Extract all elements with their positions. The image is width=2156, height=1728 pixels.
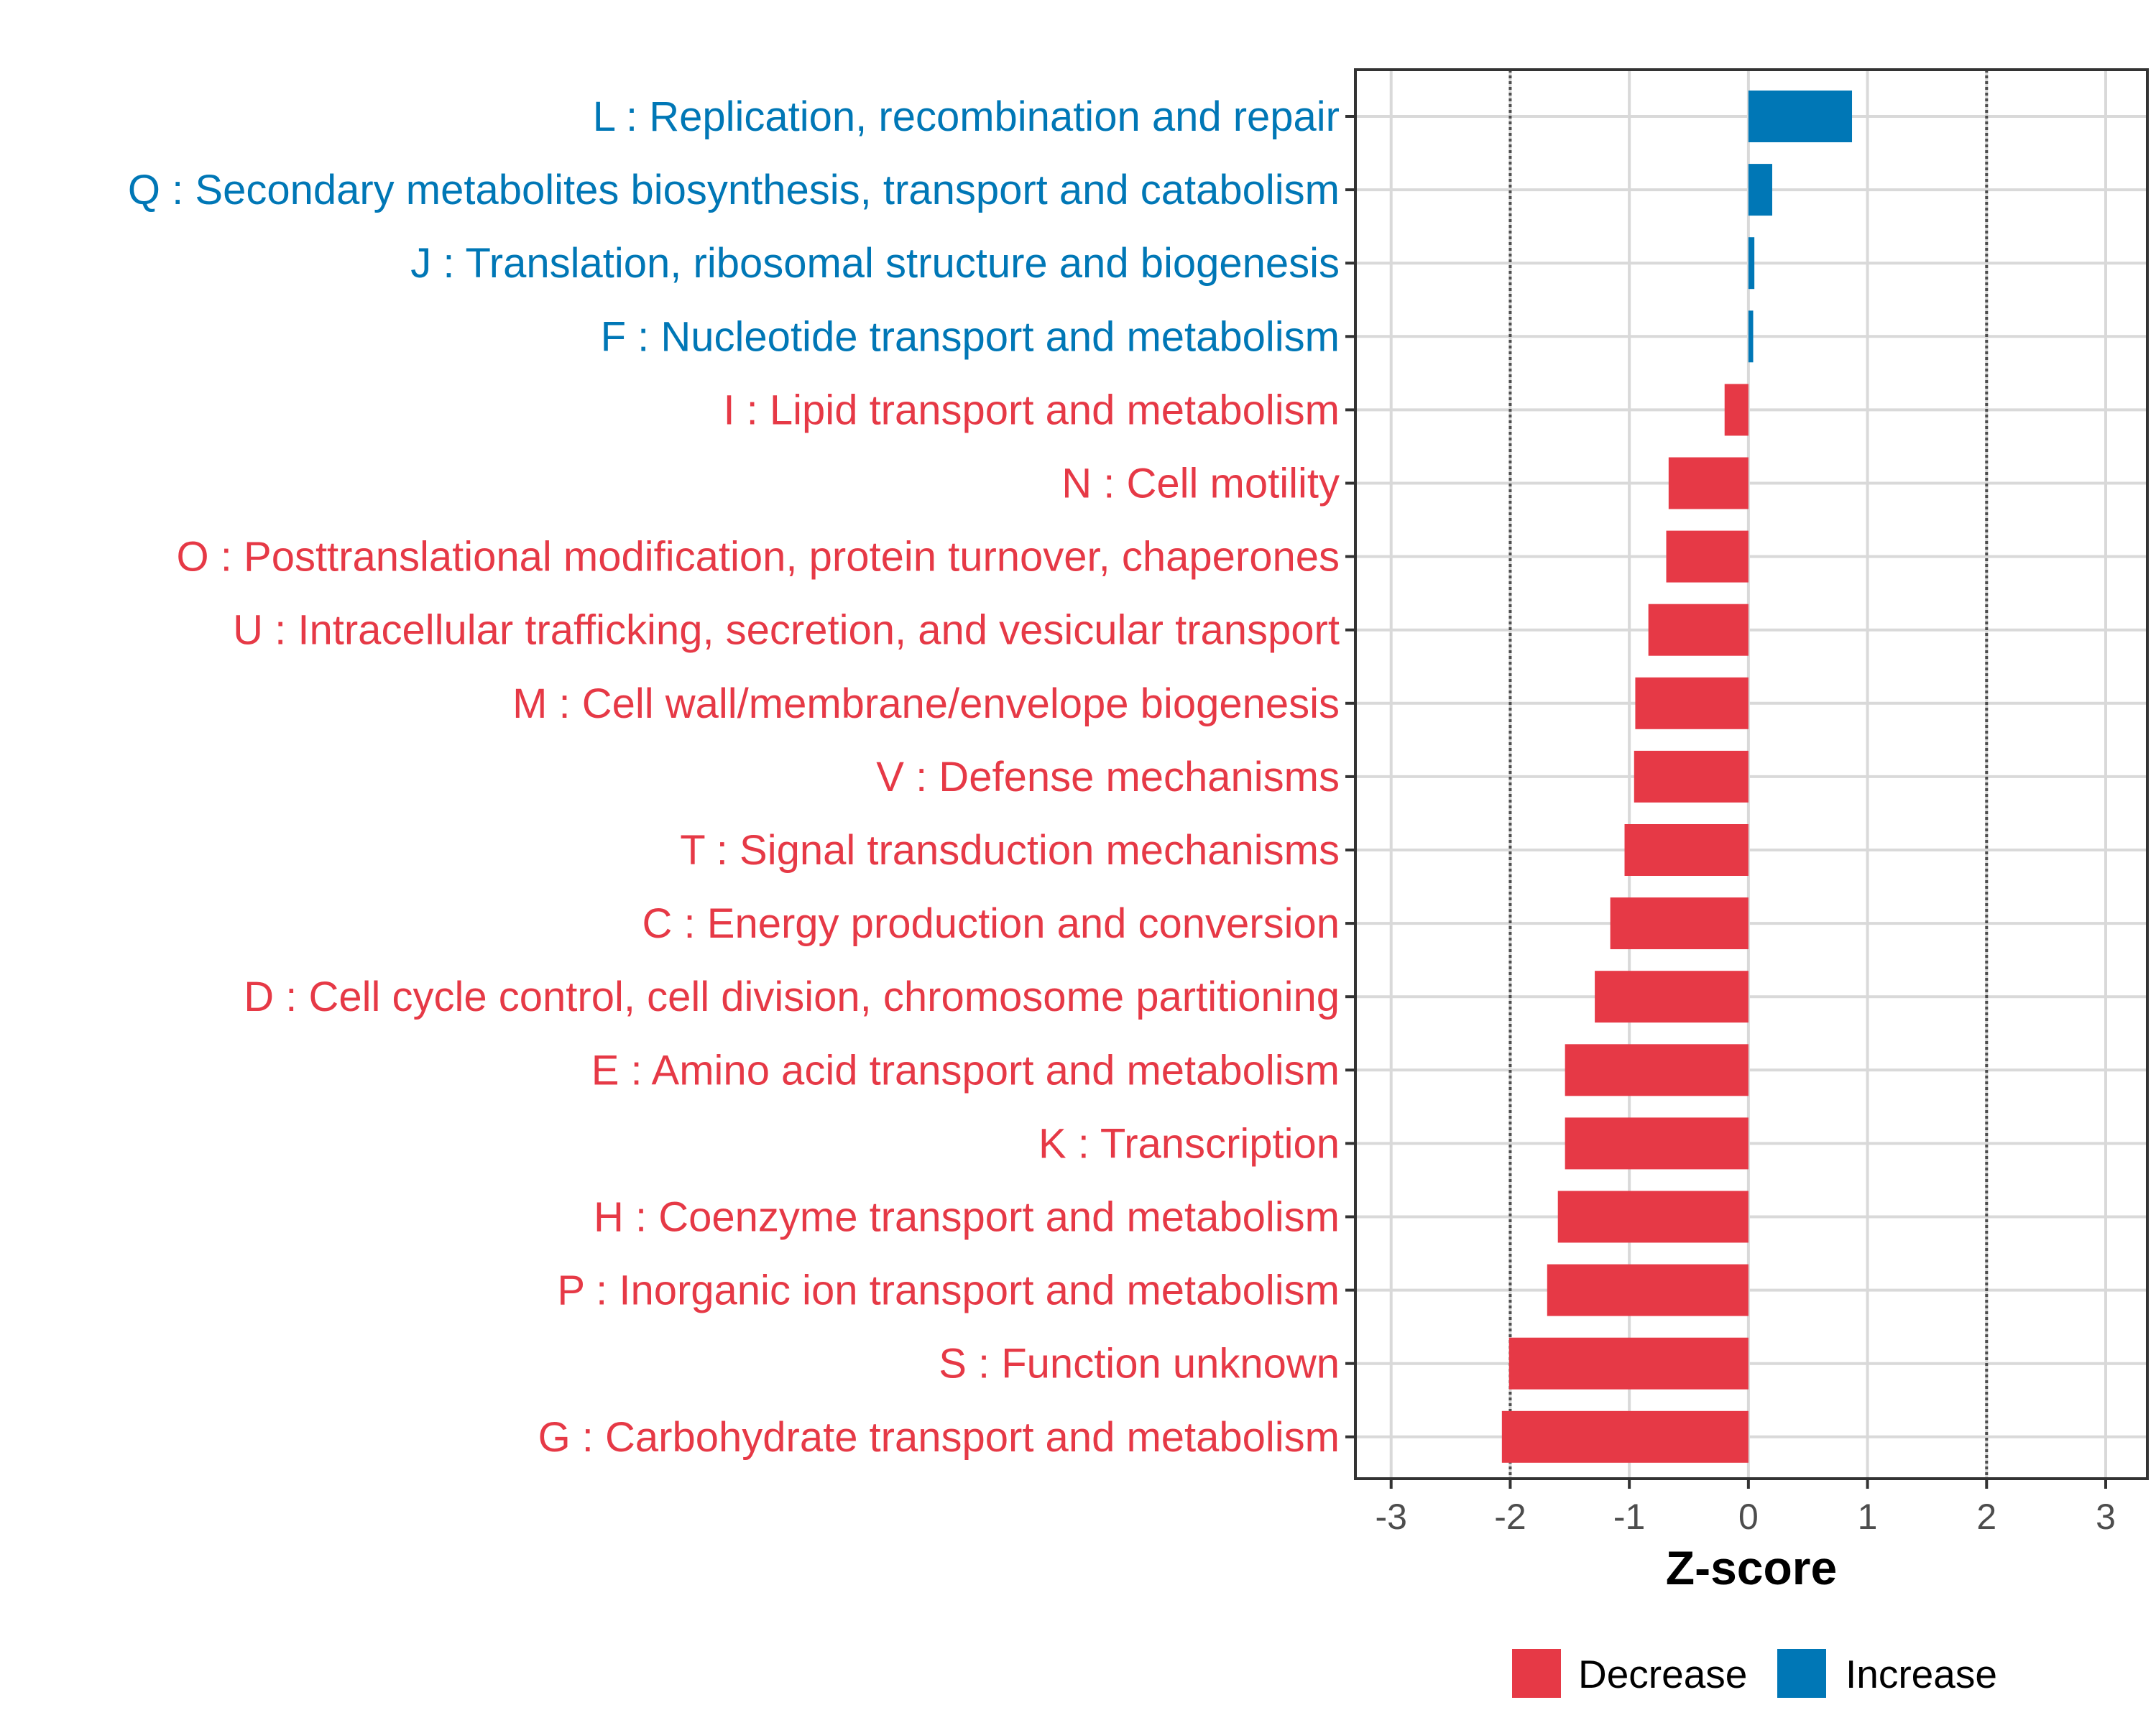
category-label: K : Transcription: [1038, 1120, 1340, 1167]
x-tick-label: 1: [1858, 1497, 1878, 1537]
bar-layer: [1501, 91, 1853, 1463]
category-label: F : Nucleotide transport and metabolism: [601, 313, 1340, 360]
x-tick-label: -2: [1494, 1497, 1526, 1537]
category-label: G : Carbohydrate transport and metabolis…: [538, 1414, 1340, 1461]
category-label: Q : Secondary metabolites biosynthesis, …: [128, 167, 1340, 213]
legend-label-increase: Increase: [1846, 1652, 1997, 1696]
bar-g: [1501, 1410, 1749, 1463]
legend: Decrease Increase: [1512, 1649, 1997, 1698]
category-label: M : Cell wall/membrane/envelope biogenes…: [512, 680, 1340, 727]
bar-e: [1565, 1044, 1749, 1096]
bar-c: [1610, 897, 1749, 950]
category-label: C : Energy production and conversion: [642, 900, 1340, 947]
x-tick-label: -3: [1375, 1497, 1406, 1537]
bar-i: [1724, 384, 1749, 436]
bar-t: [1624, 824, 1749, 876]
bar-o: [1666, 530, 1749, 583]
category-label: L : Replication, recombination and repai…: [593, 93, 1340, 140]
category-label: P : Inorganic ion transport and metaboli…: [557, 1267, 1340, 1314]
bar-v: [1634, 750, 1749, 803]
category-label: O : Posttranslational modification, prot…: [177, 534, 1340, 581]
legend-swatch-decrease: [1512, 1649, 1561, 1698]
threshold-layer: [1508, 70, 1989, 1479]
category-label: J : Translation, ribosomal structure and…: [410, 240, 1340, 287]
bar-m: [1635, 677, 1749, 729]
x-tick-label: 3: [2096, 1497, 2116, 1537]
category-label: S : Function unknown: [939, 1341, 1340, 1387]
bar-f: [1748, 310, 1754, 363]
category-label: U : Intracellular trafficking, secretion…: [233, 607, 1340, 654]
bar-u: [1648, 604, 1749, 656]
x-tick-label: -1: [1613, 1497, 1645, 1537]
y-axis-category-labels: L : Replication, recombination and repai…: [128, 93, 1340, 1461]
legend-label-decrease: Decrease: [1578, 1652, 1747, 1696]
category-label: D : Cell cycle control, cell division, c…: [244, 974, 1340, 1020]
x-axis-ticks: -3 -2 -1 0 1 2 3: [1375, 1479, 2116, 1537]
bar-s: [1508, 1337, 1749, 1390]
category-label: I : Lipid transport and metabolism: [723, 387, 1340, 433]
x-tick-label: 0: [1738, 1497, 1759, 1537]
bar-l: [1748, 91, 1853, 142]
category-label: T : Signal transduction mechanisms: [680, 827, 1340, 874]
bar-h: [1557, 1191, 1749, 1243]
bar-n: [1668, 457, 1749, 509]
category-label: E : Amino acid transport and metabolism: [591, 1047, 1340, 1094]
bar-k: [1565, 1117, 1749, 1170]
bar-q: [1748, 164, 1772, 216]
y-axis-ticks: [1345, 115, 1355, 1438]
legend-swatch-increase: [1777, 1649, 1826, 1698]
x-axis-title: Z-score: [1666, 1541, 1837, 1594]
category-label: V : Defense mechanisms: [876, 754, 1340, 800]
bar-j: [1748, 237, 1755, 290]
x-tick-label: 2: [1976, 1497, 1996, 1537]
grid-layer: [1355, 70, 2147, 1479]
category-label: N : Cell motility: [1061, 461, 1340, 507]
bar-p: [1547, 1264, 1749, 1316]
panel-border: [1354, 68, 2149, 1480]
bar-d: [1595, 971, 1749, 1023]
category-label: H : Coenzyme transport and metabolism: [594, 1194, 1340, 1241]
